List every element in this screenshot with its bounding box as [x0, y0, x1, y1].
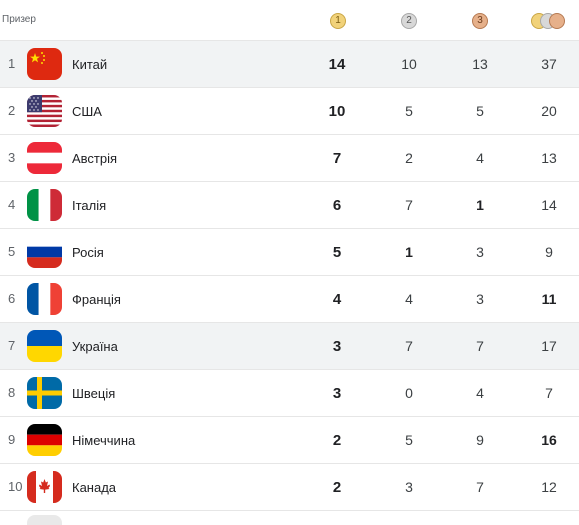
total-medals-icon[interactable] [531, 13, 567, 29]
flag-russia-icon [27, 236, 62, 268]
flag-italy-icon [27, 189, 62, 221]
silver-count: 4 [405, 291, 413, 307]
flag-austria-icon [27, 142, 62, 174]
rank: 2 [8, 103, 16, 118]
bronze-count: 7 [476, 338, 484, 354]
silver-count: 2 [405, 150, 413, 166]
header-label: Призер [2, 14, 36, 25]
country-name[interactable]: Німеччина [72, 433, 136, 448]
flag-china-icon [27, 48, 62, 80]
country-name[interactable]: Австрія [72, 151, 118, 166]
silver-count: 1 [405, 244, 413, 260]
gold-count: 3 [332, 338, 342, 355]
gold-count: 2 [332, 479, 342, 496]
rank: 5 [8, 244, 16, 259]
flag-sweden-icon [27, 377, 62, 409]
bronze-count: 9 [476, 432, 484, 448]
bronze-count: 3 [476, 244, 484, 260]
country-name[interactable]: Україна [72, 339, 118, 354]
total-count: 7 [545, 385, 553, 401]
rank: 1 [8, 56, 16, 71]
total-count: 16 [541, 432, 557, 448]
table-row[interactable]: 5 Росія 5 1 3 9 [0, 228, 579, 275]
bronze-count: 7 [476, 479, 484, 495]
rank: 4 [8, 197, 16, 212]
bronze-count: 1 [476, 197, 484, 213]
silver-count: 5 [405, 432, 413, 448]
bronze-count: 5 [476, 103, 484, 119]
gold-count: 14 [328, 56, 346, 73]
flag-france-icon [27, 283, 62, 315]
silver-count: 5 [405, 103, 413, 119]
bronze-count: 13 [472, 56, 488, 72]
total-count: 20 [541, 103, 557, 119]
gold-count: 10 [328, 103, 346, 120]
gold-medal-icon[interactable]: 1 [330, 13, 346, 29]
country-name[interactable]: США [72, 104, 102, 119]
flag-canada-icon [27, 471, 62, 503]
bronze-count: 3 [476, 291, 484, 307]
country-name[interactable]: Росія [72, 245, 104, 260]
rank: 7 [8, 338, 16, 353]
table-row[interactable]: 3 Австрія 7 2 4 13 [0, 134, 579, 181]
total-count: 17 [541, 338, 557, 354]
gold-count: 2 [332, 432, 342, 449]
rank: 8 [8, 385, 16, 400]
country-name[interactable]: Італія [72, 198, 107, 213]
rank: 9 [8, 432, 16, 447]
gold-count: 5 [332, 244, 342, 261]
country-name[interactable]: Канада [72, 480, 117, 495]
total-bronze-icon [549, 13, 565, 29]
rank: 10 [8, 479, 23, 494]
bronze-count: 4 [476, 150, 484, 166]
silver-count: 7 [405, 338, 413, 354]
country-name[interactable]: Швеція [72, 386, 116, 401]
gold-count: 3 [332, 385, 342, 402]
table-row[interactable]: 6 Франція 4 4 3 11 [0, 275, 579, 322]
total-count: 14 [541, 197, 557, 213]
gold-count: 7 [332, 150, 342, 167]
table-row[interactable]: 2 США 10 5 5 20 [0, 87, 579, 134]
rank: 6 [8, 291, 16, 306]
table-row[interactable]: 1 Китай 14 10 13 37 [0, 40, 579, 87]
flag-germany-icon [27, 424, 62, 456]
total-count: 37 [541, 56, 557, 72]
flag-icon [27, 515, 62, 525]
total-count: 9 [545, 244, 553, 260]
silver-count: 3 [405, 479, 413, 495]
silver-count: 10 [401, 56, 417, 72]
table-row[interactable]: 9 Німеччина 2 5 9 16 [0, 416, 579, 463]
silver-count: 0 [405, 385, 413, 401]
rank: 3 [8, 150, 16, 165]
country-name[interactable]: Китай [72, 57, 108, 72]
table-row[interactable]: 7 Україна 3 7 7 17 [0, 322, 579, 369]
flag-usa-icon [27, 95, 62, 127]
bronze-count: 4 [476, 385, 484, 401]
bronze-medal-icon[interactable]: 3 [472, 13, 488, 29]
silver-count: 7 [405, 197, 413, 213]
silver-medal-icon[interactable]: 2 [401, 13, 417, 29]
gold-count: 6 [332, 197, 342, 214]
gold-count: 4 [332, 291, 342, 308]
total-count: 12 [541, 479, 557, 495]
table-row[interactable]: 10 Канада 2 3 7 12 [0, 463, 579, 510]
table-row[interactable]: 4 Італія 6 7 1 14 [0, 181, 579, 228]
table-header: Призер 1 2 3 [0, 0, 579, 40]
flag-ukraine-icon [27, 330, 62, 362]
country-name[interactable]: Франція [72, 292, 121, 307]
table-row[interactable]: 8 Швеція 3 0 4 7 [0, 369, 579, 416]
table-row-partial [0, 510, 579, 525]
total-count: 13 [541, 150, 557, 166]
total-count: 11 [541, 291, 557, 307]
